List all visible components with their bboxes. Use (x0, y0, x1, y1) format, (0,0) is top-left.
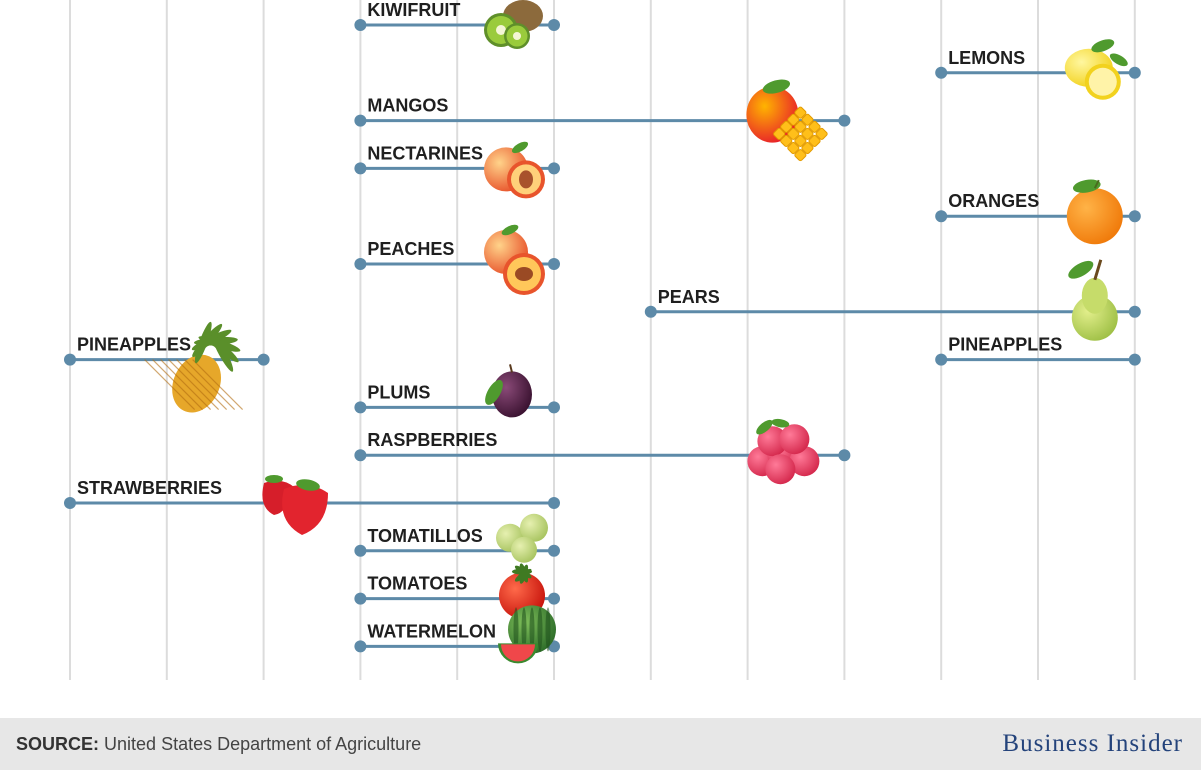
bar-row: STRAWBERRIES (64, 474, 560, 535)
bar-row: TOMATILLOS (354, 513, 560, 563)
bar-label: TOMATOES (367, 574, 467, 594)
bar-label: PINEAPPLES (77, 335, 191, 355)
bar-row: WATERMELON (354, 605, 560, 664)
season-chart: KIWIFRUIT LEMONS MANGOS NECTARINES ORANGES PE… (64, 0, 1141, 680)
bar-end-dot (548, 401, 560, 414)
peach-icon (484, 224, 545, 295)
bar-end-dot (257, 353, 270, 366)
bar-label: PEACHES (367, 239, 454, 259)
bar-end-dot (1128, 66, 1141, 79)
bar-start-dot (935, 66, 948, 79)
bar-row: PEARS (644, 259, 1141, 341)
footer-bar: SOURCE: United States Department of Agri… (0, 718, 1201, 770)
bar-row: PLUMS (354, 364, 560, 418)
bar-start-dot (644, 305, 657, 318)
bar-end-dot (548, 497, 560, 509)
brand-logo: Business Insider (1002, 730, 1183, 757)
bar-start-dot (354, 114, 367, 127)
tomatillo-icon (496, 513, 548, 563)
bar-end-dot (548, 544, 560, 557)
bar-label: PLUMS (367, 382, 430, 402)
bar-label: TOMATILLOS (367, 526, 482, 546)
bar-start-dot (354, 640, 367, 653)
bar-start-dot (354, 19, 367, 31)
bar-label: ORANGES (948, 191, 1039, 211)
bar-start-dot (64, 497, 76, 509)
bar-end-dot (838, 114, 851, 127)
grid-lines (69, 0, 1136, 680)
bar-row: KIWIFRUIT (354, 0, 560, 49)
plum-icon (485, 364, 532, 418)
pear-icon (1068, 259, 1118, 341)
bar-end-dot (548, 162, 560, 175)
bar-end-dot (548, 592, 560, 605)
bar-row: MANGOS (354, 79, 851, 162)
bar-start-dot (354, 162, 367, 175)
orange-icon (1066, 179, 1123, 245)
bar-label: KIWIFRUIT (367, 0, 460, 20)
bar-label: NECTARINES (367, 143, 483, 163)
source-label: SOURCE: (16, 734, 100, 754)
strawberry-icon (262, 474, 328, 535)
bar-label: PEARS (658, 287, 720, 307)
pineapple-icon (144, 321, 244, 413)
bar-start-dot (935, 210, 948, 223)
watermelon-icon (498, 605, 556, 664)
bar-row: PEACHES (354, 224, 560, 295)
bar-start-dot (935, 353, 948, 366)
bar-row: LEMONS (935, 39, 1141, 100)
bar-start-dot (64, 353, 76, 366)
bar-end-dot (1128, 353, 1141, 366)
kiwi-icon (484, 0, 543, 49)
bar-label: WATERMELON (367, 621, 496, 641)
bar-start-dot (354, 258, 367, 270)
bar-end-dot (838, 449, 851, 462)
bar-row: PINEAPPLES PINEAPPLES (64, 321, 1141, 413)
bar-label: PINEAPPLES (948, 335, 1062, 355)
bar-row: NECTARINES (354, 141, 560, 199)
bar-label: STRAWBERRIES (77, 478, 222, 498)
bar-start-dot (354, 592, 367, 605)
source-note: SOURCE: United States Department of Agri… (16, 734, 421, 755)
bar-end-dot (548, 19, 560, 31)
mango-icon (746, 79, 828, 162)
nectarine-icon (484, 141, 545, 199)
bar-row: RASPBERRIES (354, 418, 851, 485)
bar-row: ORANGES (935, 179, 1141, 245)
bar-start-dot (354, 401, 367, 414)
raspberry-icon (747, 418, 820, 485)
bar-label: MANGOS (367, 96, 448, 116)
bar-start-dot (354, 449, 367, 462)
bar-end-dot (548, 258, 560, 270)
bar-start-dot (354, 544, 367, 557)
bar-end-dot (1128, 210, 1141, 223)
source-text: United States Department of Agriculture (104, 734, 422, 754)
bar-rows: KIWIFRUIT LEMONS MANGOS NECTARINES ORANGES PE… (64, 0, 1141, 664)
bar-end-dot (1128, 305, 1141, 318)
bar-label: RASPBERRIES (367, 430, 497, 450)
bar-label: LEMONS (948, 48, 1025, 68)
lemon-icon (1064, 39, 1128, 100)
